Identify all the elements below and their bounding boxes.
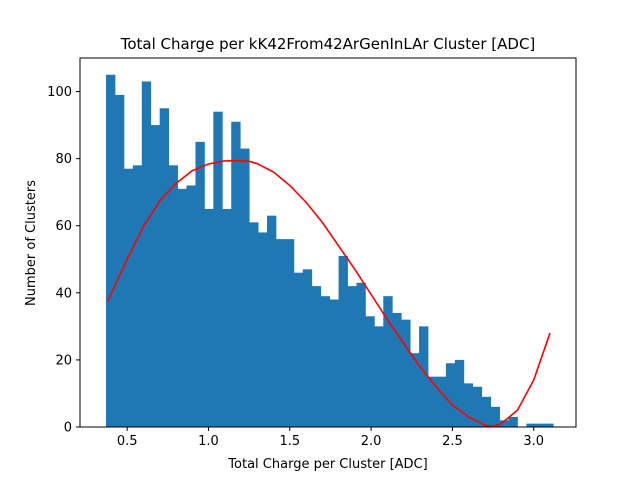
histogram-bar <box>169 165 178 427</box>
x-tick-label: 0.5 <box>117 434 138 449</box>
y-axis-label: Number of Clusters <box>24 180 39 306</box>
histogram-bar <box>267 216 276 427</box>
histogram-bar <box>115 95 124 427</box>
chart-title: Total Charge per kK42From42ArGenInLAr Cl… <box>120 35 536 53</box>
histogram-bar <box>446 363 455 427</box>
x-axis-label: Total Charge per Cluster [ADC] <box>227 457 427 472</box>
x-tick-label: 2.0 <box>361 434 382 449</box>
histogram-bar <box>330 300 339 427</box>
histogram-bar <box>374 326 383 427</box>
histogram-bar <box>106 75 115 427</box>
histogram-bar <box>249 222 258 427</box>
y-tick-label: 60 <box>55 219 72 234</box>
histogram-bar <box>204 209 213 427</box>
x-tick-label: 3.0 <box>523 434 544 449</box>
y-tick-label: 0 <box>64 421 72 436</box>
histogram-bar <box>231 122 240 427</box>
histogram-bar <box>348 286 357 427</box>
y-tick-label: 20 <box>55 353 72 368</box>
histogram-bar <box>276 239 285 427</box>
histogram-bar <box>258 232 267 427</box>
y-tick-label: 80 <box>55 152 72 167</box>
histogram-bar <box>535 424 544 427</box>
histogram-bar <box>240 149 249 427</box>
histogram-bar <box>285 239 294 427</box>
histogram-bar <box>526 424 535 427</box>
histogram-bar <box>312 286 321 427</box>
histogram-bar <box>509 417 518 427</box>
histogram-bar <box>213 112 222 427</box>
x-tick-label: 2.5 <box>442 434 463 449</box>
histogram-bar <box>160 108 169 427</box>
x-tick-label: 1.5 <box>279 434 300 449</box>
histogram-bar <box>195 142 204 427</box>
histogram-bar <box>178 189 187 427</box>
histogram-bar <box>187 185 196 427</box>
histogram-bar <box>124 169 133 427</box>
histogram-bar <box>482 397 491 427</box>
histogram-bar <box>437 377 446 427</box>
histogram-bar <box>303 269 312 427</box>
histogram-bar <box>455 360 464 427</box>
y-tick-label: 100 <box>47 85 72 100</box>
histogram-bar <box>428 377 437 427</box>
histogram-bar <box>356 283 365 427</box>
histogram-bar <box>222 209 231 427</box>
histogram-bar <box>544 424 553 427</box>
histogram-bar <box>321 296 330 427</box>
x-tick-label: 1.0 <box>198 434 219 449</box>
histogram-bar <box>365 316 374 427</box>
histogram-bar <box>142 81 151 427</box>
y-tick-label: 40 <box>55 286 72 301</box>
histogram-bar <box>151 125 160 427</box>
histogram-bar <box>294 273 303 427</box>
histogram-bar <box>401 320 410 427</box>
histogram-bar <box>133 165 142 427</box>
histogram-bar <box>339 256 348 427</box>
histogram-bar <box>464 383 473 427</box>
